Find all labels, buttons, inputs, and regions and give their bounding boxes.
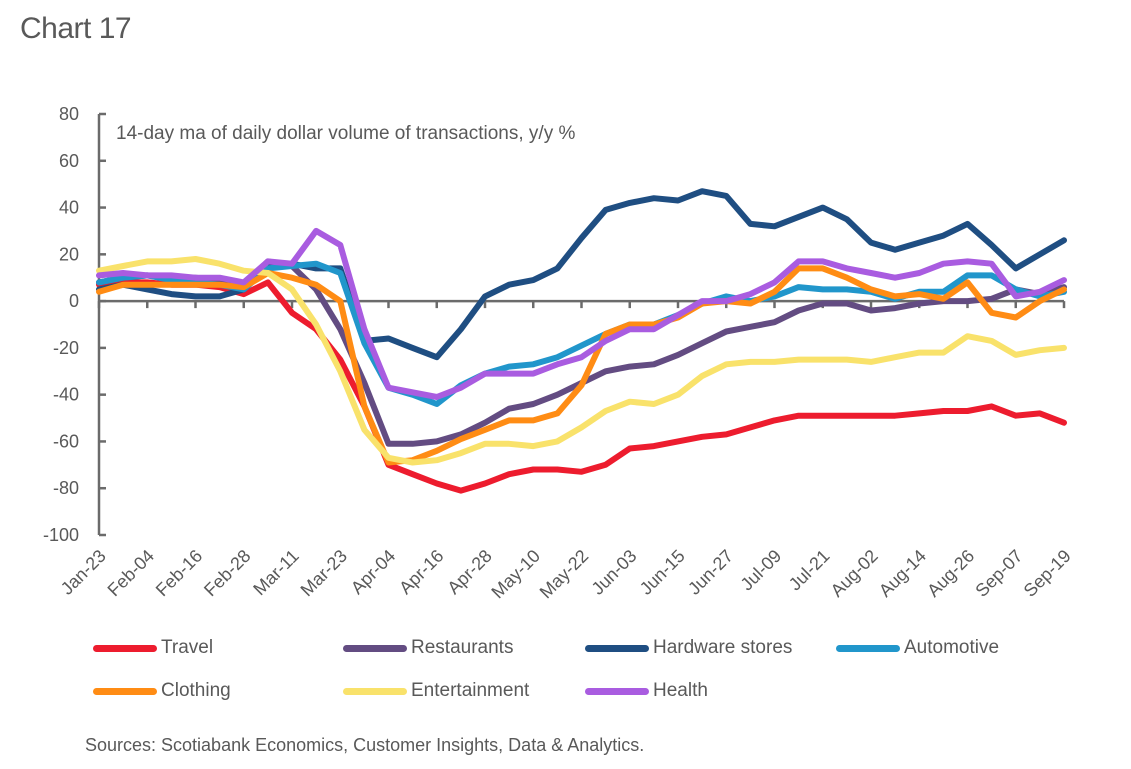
x-tick-label: Feb-28 — [200, 546, 254, 600]
x-tick-label: May-22 — [536, 546, 593, 603]
legend-label: Hardware stores — [653, 637, 793, 658]
x-tick-label: Apr-28 — [443, 546, 495, 598]
legend-label: Travel — [161, 637, 214, 658]
y-tick-label: 80 — [59, 104, 79, 124]
y-tick-label: 60 — [59, 151, 79, 171]
y-tick-label: 0 — [69, 291, 79, 311]
legend-label: Health — [653, 680, 708, 701]
x-tick-label: Sep-07 — [971, 546, 1026, 601]
x-tick-label: Jun-15 — [636, 546, 689, 599]
x-tick-label: May-10 — [487, 546, 544, 603]
x-tick-label: Sep-19 — [1020, 546, 1075, 601]
legend-item-entertainment: Entertainment — [343, 680, 529, 702]
legend-swatch — [343, 644, 407, 652]
x-tick-label: Apr-16 — [395, 546, 447, 598]
y-tick-label: 40 — [59, 198, 79, 218]
legend-label: Entertainment — [411, 680, 530, 701]
y-tick-label: -20 — [53, 338, 79, 358]
legend-swatch — [585, 687, 649, 695]
x-tick-label: Aug-14 — [875, 546, 930, 601]
legend-item-health: Health — [585, 680, 708, 702]
legend-label: Clothing — [161, 680, 231, 701]
series-line-travel — [96, 279, 1067, 494]
x-tick-label: Mar-11 — [249, 546, 303, 600]
legend-item-travel: Travel — [93, 637, 213, 659]
x-tick-label: Aug-26 — [923, 546, 978, 601]
x-tick-label: Jan-23 — [57, 546, 110, 599]
y-tick-label: -60 — [53, 431, 79, 451]
x-tick-label: Feb-16 — [152, 546, 206, 600]
legend-item-automotive: Automotive — [836, 637, 999, 659]
legend-swatch — [585, 644, 649, 652]
legend-item-hardware-stores: Hardware stores — [585, 637, 792, 659]
chart-title: Chart 17 — [20, 12, 132, 45]
x-tick-label: Jun-03 — [588, 546, 641, 599]
legend-swatch — [93, 644, 157, 652]
x-axis: Jan-23Feb-04Feb-16Feb-28Mar-11Mar-23Apr-… — [57, 299, 1075, 603]
legend-swatch — [836, 644, 900, 652]
x-tick-label: Mar-23 — [297, 546, 351, 600]
legend-item-clothing: Clothing — [93, 680, 231, 702]
y-tick-label: -40 — [53, 385, 79, 405]
legend-swatch — [93, 687, 157, 695]
series-line-health — [96, 227, 1067, 400]
x-tick-label: Feb-04 — [104, 546, 158, 600]
series-line-clothing — [96, 265, 1067, 466]
x-tick-label: Jul-09 — [737, 546, 786, 595]
x-tick-label: Jun-27 — [684, 546, 737, 599]
legend-swatch — [343, 687, 407, 695]
legend-label: Restaurants — [411, 637, 514, 658]
source-note: Sources: Scotiabank Economics, Customer … — [85, 735, 645, 755]
y-axis: 80 60 40 20 0 -20 -40 -60 -80 -100 — [43, 104, 106, 545]
chart-plot: 14-day ma of daily dollar volume of tran… — [43, 104, 1075, 603]
y-tick-label: -80 — [53, 478, 79, 498]
legend-label: Automotive — [904, 637, 1000, 658]
chart-subtitle: 14-day ma of daily dollar volume of tran… — [116, 123, 575, 144]
x-tick-label: Aug-02 — [827, 546, 882, 601]
y-tick-label: -100 — [43, 525, 79, 545]
x-tick-label: Apr-04 — [347, 546, 399, 598]
y-tick-label: 20 — [59, 244, 79, 264]
series-group — [96, 188, 1067, 494]
legend-item-restaurants: Restaurants — [343, 637, 513, 659]
